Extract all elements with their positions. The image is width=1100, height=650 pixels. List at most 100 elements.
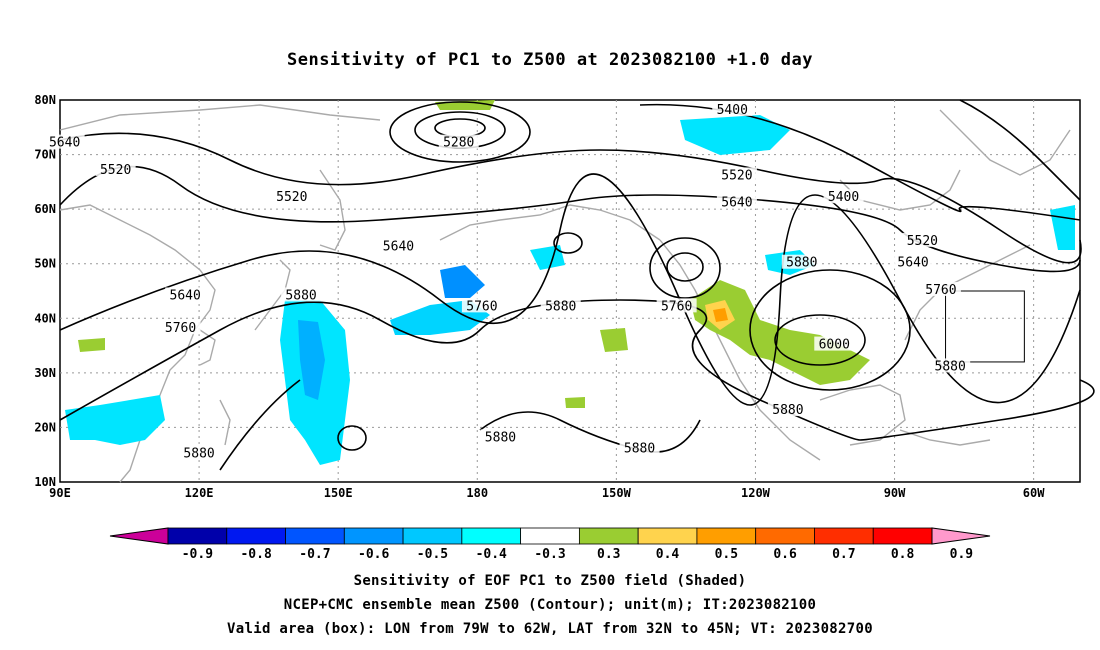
contour-label-bg bbox=[95, 161, 136, 176]
contour-label-bg bbox=[165, 287, 206, 302]
contour-5880-c bbox=[219, 379, 301, 471]
contour-label: 5880 bbox=[485, 430, 516, 445]
shade-orange-west-us bbox=[713, 308, 728, 322]
shade-cyan-alaska-gulf bbox=[530, 245, 565, 270]
contour-5760-a bbox=[59, 173, 1081, 406]
colorbar-swatch bbox=[461, 527, 522, 545]
contour-small-low bbox=[553, 232, 583, 254]
contour-5640-a bbox=[59, 165, 1081, 273]
coast-alaska bbox=[439, 204, 661, 241]
colorbar-swatch bbox=[343, 527, 404, 545]
lat-tick-label: 20N bbox=[34, 420, 56, 434]
shade-blue-nw-pacific bbox=[298, 320, 325, 400]
contour-high-5880 bbox=[749, 269, 911, 391]
lat-tick-label: 60N bbox=[34, 202, 56, 216]
contour-label-bg bbox=[438, 134, 479, 149]
colorbar-swatch bbox=[814, 527, 874, 545]
shade-cyan-sea bbox=[65, 395, 165, 445]
contour-label: 5880 bbox=[624, 441, 655, 456]
contour-label: 5640 bbox=[721, 196, 752, 211]
contour-low-bay-outer bbox=[649, 237, 721, 299]
contour-label: 5640 bbox=[383, 239, 414, 254]
contour-label-bg bbox=[920, 282, 961, 296]
coast-siberia-north bbox=[59, 104, 381, 131]
contour-label: 5880 bbox=[786, 256, 817, 271]
shade-green-small-1 bbox=[600, 328, 628, 352]
contour-label-bg bbox=[619, 440, 660, 455]
colorbar-label: 0.6 bbox=[773, 547, 797, 562]
coast-philippines bbox=[219, 399, 231, 446]
lon-tick-label: 180 bbox=[466, 486, 488, 500]
lat-tick-label: 50N bbox=[34, 257, 56, 271]
contour-label: 5520 bbox=[721, 168, 752, 183]
colorbar-swatch bbox=[226, 527, 286, 545]
lat-tick-label: 70N bbox=[34, 148, 56, 162]
colorbar-label: -0.8 bbox=[240, 547, 271, 562]
contour-low-5280-inner bbox=[434, 118, 486, 138]
contour-label: 5640 bbox=[897, 256, 928, 271]
contour-label-bg bbox=[540, 298, 581, 313]
colorbar-label: -0.4 bbox=[476, 547, 507, 562]
shade-blue-dateline bbox=[440, 265, 485, 298]
caption-contour: NCEP+CMC ensemble mean Z500 (Contour); u… bbox=[283, 597, 817, 613]
lon-tick-label: 150W bbox=[602, 486, 632, 500]
contour-low-5400 bbox=[389, 101, 531, 163]
contour-label-bg bbox=[480, 429, 521, 444]
lat-tick-label: 40N bbox=[34, 311, 56, 325]
contour-label-bg bbox=[930, 358, 971, 373]
gridlines bbox=[60, 100, 1080, 482]
contour-label-group: 5640 5520 5280 5400 5520 5520 5640 5400 5640 5520… bbox=[44, 101, 971, 462]
contour-label: 6000 bbox=[819, 338, 850, 353]
contour-label: 5880 bbox=[545, 299, 576, 314]
chart-title: Sensitivity of PC1 to Z500 at 2023082100… bbox=[286, 50, 813, 70]
lon-tick-label: 60W bbox=[1023, 486, 1045, 500]
lon-tick-label: 150E bbox=[324, 486, 353, 500]
contour-label: 5400 bbox=[828, 190, 859, 205]
contour-ridge-east bbox=[959, 99, 1081, 201]
contour-label-bg bbox=[893, 254, 934, 269]
colorbar-swatch bbox=[578, 527, 639, 545]
contour-label: 5520 bbox=[100, 163, 131, 178]
contour-label-bg bbox=[712, 101, 753, 116]
lat-tick-label: 10N bbox=[34, 475, 56, 489]
contour-5880-b bbox=[479, 411, 701, 453]
contour-label: 5640 bbox=[49, 136, 80, 151]
contour-label-bg bbox=[902, 232, 943, 247]
colorbar-right-tip bbox=[931, 527, 991, 545]
coast-korea bbox=[199, 329, 216, 366]
lat-tick-label: 80N bbox=[34, 93, 56, 107]
colorbar-label: -0.5 bbox=[417, 547, 448, 562]
colorbar-label: -0.7 bbox=[299, 547, 330, 562]
lon-tick-label: 90W bbox=[884, 486, 906, 500]
contour-label: 5880 bbox=[772, 403, 803, 418]
contour-label-bg bbox=[281, 287, 322, 302]
coast-gulf bbox=[819, 384, 906, 446]
contour-high-6000 bbox=[774, 314, 866, 366]
contour-label-bg bbox=[44, 134, 85, 149]
colorbar-label: 0.4 bbox=[656, 547, 680, 562]
colorbar-swatch bbox=[285, 527, 345, 545]
contour-label: 5760 bbox=[466, 299, 497, 314]
lon-tick-label: 120E bbox=[185, 486, 214, 500]
colorbar-swatch bbox=[696, 527, 757, 545]
contour-label-bg bbox=[716, 194, 757, 209]
lon-tick-label: 120W bbox=[741, 486, 771, 500]
contour-label-bg bbox=[378, 238, 419, 253]
shade-green-west-us bbox=[690, 280, 870, 385]
shade-green-small-2 bbox=[565, 397, 585, 408]
coastlines bbox=[59, 104, 1071, 483]
contour-label: 5520 bbox=[276, 190, 307, 205]
contour-label: 5280 bbox=[443, 136, 474, 151]
contour-label-bg bbox=[271, 189, 312, 204]
contour-label: 5760 bbox=[165, 321, 196, 336]
lat-tick-label: 30N bbox=[34, 366, 56, 380]
shade-cyan-arctic bbox=[680, 115, 790, 155]
colorbar-swatch bbox=[167, 527, 228, 545]
contour-label: 5880 bbox=[285, 288, 316, 303]
caption-shaded: Sensitivity of EOF PC1 to Z500 field (Sh… bbox=[353, 573, 747, 589]
shade-cyan-atlantic bbox=[1050, 205, 1075, 250]
coast-caribbean bbox=[899, 429, 991, 446]
colorbar-label: -0.3 bbox=[534, 547, 565, 562]
